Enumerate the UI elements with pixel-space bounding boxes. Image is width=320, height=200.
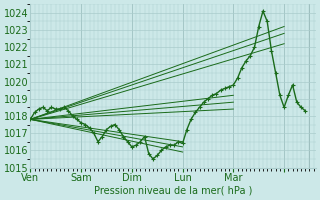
X-axis label: Pression niveau de la mer( hPa ): Pression niveau de la mer( hPa )	[94, 186, 252, 196]
